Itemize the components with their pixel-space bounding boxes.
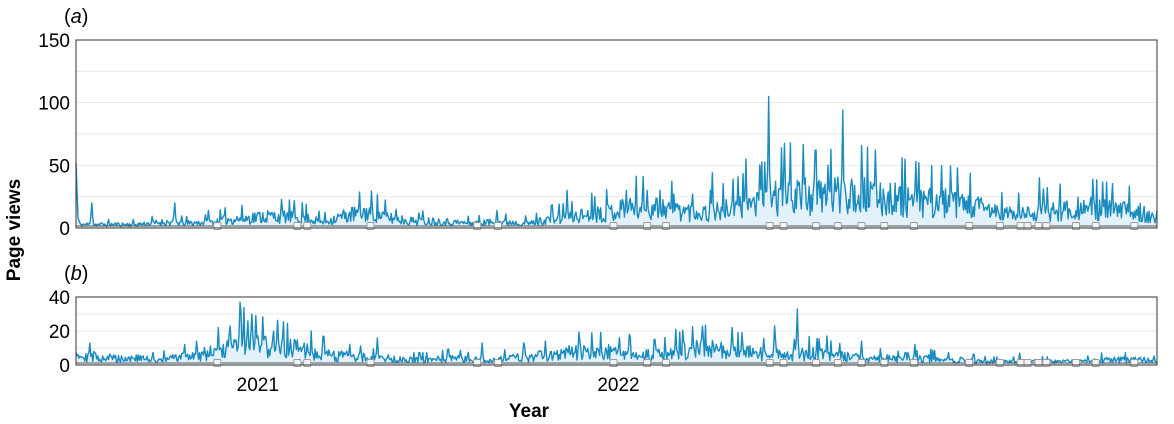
- y-tick-label: 40: [49, 288, 70, 309]
- panel-a-frame: [75, 39, 1158, 229]
- y-tick-label: 0: [59, 356, 70, 377]
- panel-a-gridlines: [76, 70, 1157, 198]
- panel-a-y-ticks: 0 50 100 150: [38, 31, 70, 240]
- panel-b-frame: [75, 296, 1158, 366]
- panel-b-y-ticks: 0 20 40: [49, 288, 70, 377]
- y-tick-label: 100: [38, 94, 70, 115]
- panel-a: (a) 0 50 100 150: [38, 6, 1158, 240]
- panel-a-series-line: [75, 95, 1158, 228]
- panel-b: (b) 0 20 40 2021 2022: [49, 263, 1158, 396]
- x-tick-label: 2022: [597, 375, 639, 396]
- panel-b-x-ticks: 2021 2022: [237, 375, 640, 396]
- panel-b-series-line: [75, 301, 1158, 365]
- y-tick-label: 20: [49, 322, 70, 343]
- x-tick-label: 2021: [237, 375, 279, 396]
- panel-b-label: (b): [64, 263, 88, 285]
- y-tick-label: 150: [38, 31, 70, 52]
- panel-b-series-area: [76, 302, 1157, 365]
- y-tick-label: 0: [59, 219, 70, 240]
- panel-a-label: (a): [64, 6, 88, 28]
- y-axis-title: Page views: [4, 179, 25, 281]
- x-axis-title: Year: [509, 401, 550, 422]
- y-tick-label: 50: [49, 156, 70, 177]
